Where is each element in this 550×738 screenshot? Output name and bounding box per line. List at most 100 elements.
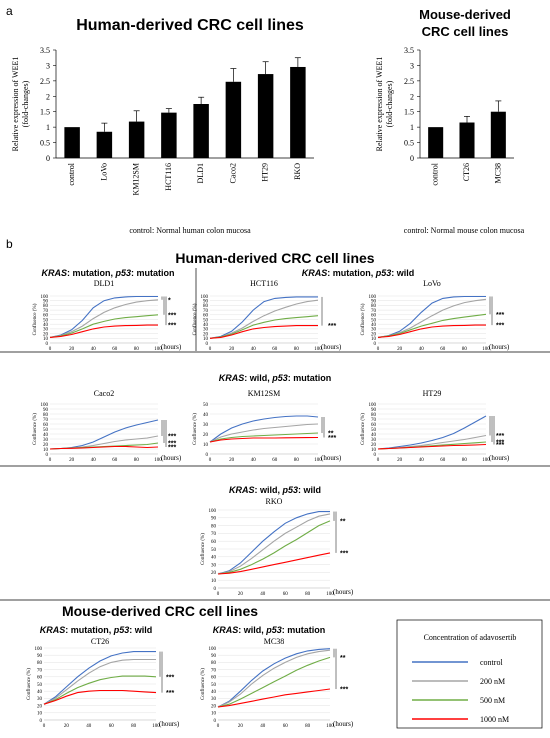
x-tick-label: 0 bbox=[209, 458, 212, 463]
y-tick-label: 30 bbox=[43, 328, 49, 333]
significance-label: *** bbox=[168, 441, 176, 448]
significance-label: *** bbox=[168, 434, 176, 441]
x-tick-label: 20 bbox=[69, 347, 75, 352]
x-tick-label: 40 bbox=[251, 347, 257, 352]
x-axis-label: (hours) bbox=[333, 588, 354, 596]
genotype-ct26: KRAS: mutation, p53: wild bbox=[40, 625, 153, 635]
y-tick-label: 90 bbox=[211, 517, 217, 522]
y-tick-label: 0 bbox=[374, 342, 377, 347]
y-tick-label: 90 bbox=[37, 654, 43, 659]
y-tick-label: 60 bbox=[371, 423, 377, 428]
significance-label: *** bbox=[166, 690, 174, 697]
y-tick-label: 90 bbox=[211, 654, 217, 659]
x-tick-label: 100 bbox=[326, 724, 334, 729]
y-tick-label: 0 bbox=[40, 719, 43, 724]
y-tick-label: 70 bbox=[43, 309, 49, 314]
y-tick-label: 100 bbox=[41, 403, 49, 408]
x-tick-label: 80 bbox=[305, 592, 311, 597]
y-tick-label: 10 bbox=[203, 443, 209, 448]
y-tick-label: 100 bbox=[369, 403, 377, 408]
y-tick-label: 50 bbox=[211, 548, 217, 553]
series-line-1000-nm bbox=[217, 688, 331, 708]
series-line-200-nm bbox=[217, 513, 331, 575]
y-tick-label: 50 bbox=[371, 318, 377, 323]
x-tick-label: 100 bbox=[482, 458, 490, 463]
y-tick-label: 90 bbox=[371, 408, 377, 413]
x-tick-label: 40 bbox=[86, 724, 92, 729]
y-tick-label: 70 bbox=[211, 532, 217, 537]
x-tick-label: 20 bbox=[64, 724, 70, 729]
y-tick-label: 10 bbox=[37, 712, 43, 717]
series-line-500-nm bbox=[209, 432, 319, 443]
y-tick-label: 50 bbox=[211, 683, 217, 688]
x-axis-label: (hours) bbox=[161, 454, 182, 462]
x-tick-label: 100 bbox=[154, 458, 162, 463]
x-tick-label: 40 bbox=[91, 347, 97, 352]
x-tick-label: 80 bbox=[134, 458, 140, 463]
x-tick-label: 40 bbox=[260, 592, 266, 597]
y-tick-label: 100 bbox=[41, 295, 49, 300]
y-axis-label: Confluence (%) bbox=[201, 533, 206, 565]
x-tick-label: 20 bbox=[229, 458, 235, 463]
y-tick-label: 20 bbox=[43, 443, 49, 448]
bar-chart-human: 0 0.5 1 1.5 2 2.5 3 3.5 Relative expression of W… bbox=[11, 46, 314, 235]
y-axis-label: Relative expression of WEE1 bbox=[375, 57, 384, 152]
x-tick-label: DLD1 bbox=[196, 163, 205, 183]
x-tick-label: 100 bbox=[154, 347, 162, 352]
significance-label: *** bbox=[496, 442, 504, 449]
x-tick-label: 80 bbox=[131, 724, 137, 729]
x-tick-label: CT26 bbox=[462, 163, 471, 181]
x-axis-label: (hours) bbox=[489, 454, 510, 462]
y-tick-label: 80 bbox=[37, 661, 43, 666]
y-axis-label: Confluence (%) bbox=[361, 413, 366, 445]
x-tick-label: 80 bbox=[294, 347, 300, 352]
y-axis-label: Confluence (%) bbox=[201, 668, 206, 700]
y-tick-label: 3.5 bbox=[40, 46, 50, 55]
significance-label: *** bbox=[340, 550, 348, 557]
y-tick-label: 80 bbox=[211, 524, 217, 529]
y-tick-label: 1.5 bbox=[404, 108, 414, 117]
chart-title: Caco2 bbox=[94, 389, 114, 398]
y-tick-label: 100 bbox=[35, 647, 43, 652]
significance-label: *** bbox=[168, 312, 176, 319]
significance-label: *** bbox=[328, 435, 336, 442]
header-a-human: Human-derived CRC cell lines bbox=[76, 17, 304, 34]
y-axis-label: Confluence (%) bbox=[193, 303, 198, 335]
series-line-500-nm bbox=[217, 520, 331, 575]
chart-title: LoVo bbox=[423, 279, 441, 288]
y-tick-label: 80 bbox=[203, 304, 209, 309]
legend-title: Concentration of adavosertib bbox=[424, 633, 517, 642]
x-tick-label: Caco2 bbox=[228, 163, 237, 183]
header-a-mouse-1: Mouse-derived bbox=[419, 7, 511, 22]
x-tick-label: 60 bbox=[283, 592, 289, 597]
x-tick-label: 60 bbox=[112, 458, 118, 463]
chart-title: KM12SM bbox=[248, 389, 280, 398]
legend-label: 200 nM bbox=[480, 677, 505, 686]
bar-chart-mouse: 0 0.5 1 1.5 2 2.5 3 3.5 Relative expression of W… bbox=[375, 46, 525, 235]
y-tick-label: 80 bbox=[371, 304, 377, 309]
y-tick-label: 0 bbox=[46, 342, 49, 347]
chart-title: DLD1 bbox=[94, 279, 114, 288]
y-tick-label: 40 bbox=[43, 323, 49, 328]
series-line-200-nm bbox=[49, 299, 159, 338]
legend-label: 1000 nM bbox=[480, 715, 509, 724]
panel-label-b: b bbox=[6, 237, 13, 251]
x-tick-label: 80 bbox=[305, 724, 311, 729]
bar-caption: control: Normal human colon mucosa bbox=[129, 226, 251, 235]
y-tick-label: 40 bbox=[203, 323, 209, 328]
y-tick-label: 40 bbox=[211, 556, 217, 561]
series-line-1000-nm bbox=[49, 324, 158, 338]
line-chart-km12sm: KM12SM 0 10 20 30 40 50 0 20 40 60 80 100 (hours) Conf… bbox=[193, 389, 342, 463]
x-tick-label: control bbox=[67, 162, 76, 185]
y-tick-label: 30 bbox=[37, 697, 43, 702]
bar bbox=[64, 127, 80, 158]
y-tick-label: 30 bbox=[203, 328, 209, 333]
bar bbox=[428, 127, 444, 158]
y-tick-label: 100 bbox=[201, 295, 209, 300]
genotype-row-2: KRAS: wild, p53: mutation bbox=[219, 373, 332, 383]
significance-label: ** bbox=[340, 655, 346, 662]
series-line-500-nm bbox=[377, 313, 487, 338]
